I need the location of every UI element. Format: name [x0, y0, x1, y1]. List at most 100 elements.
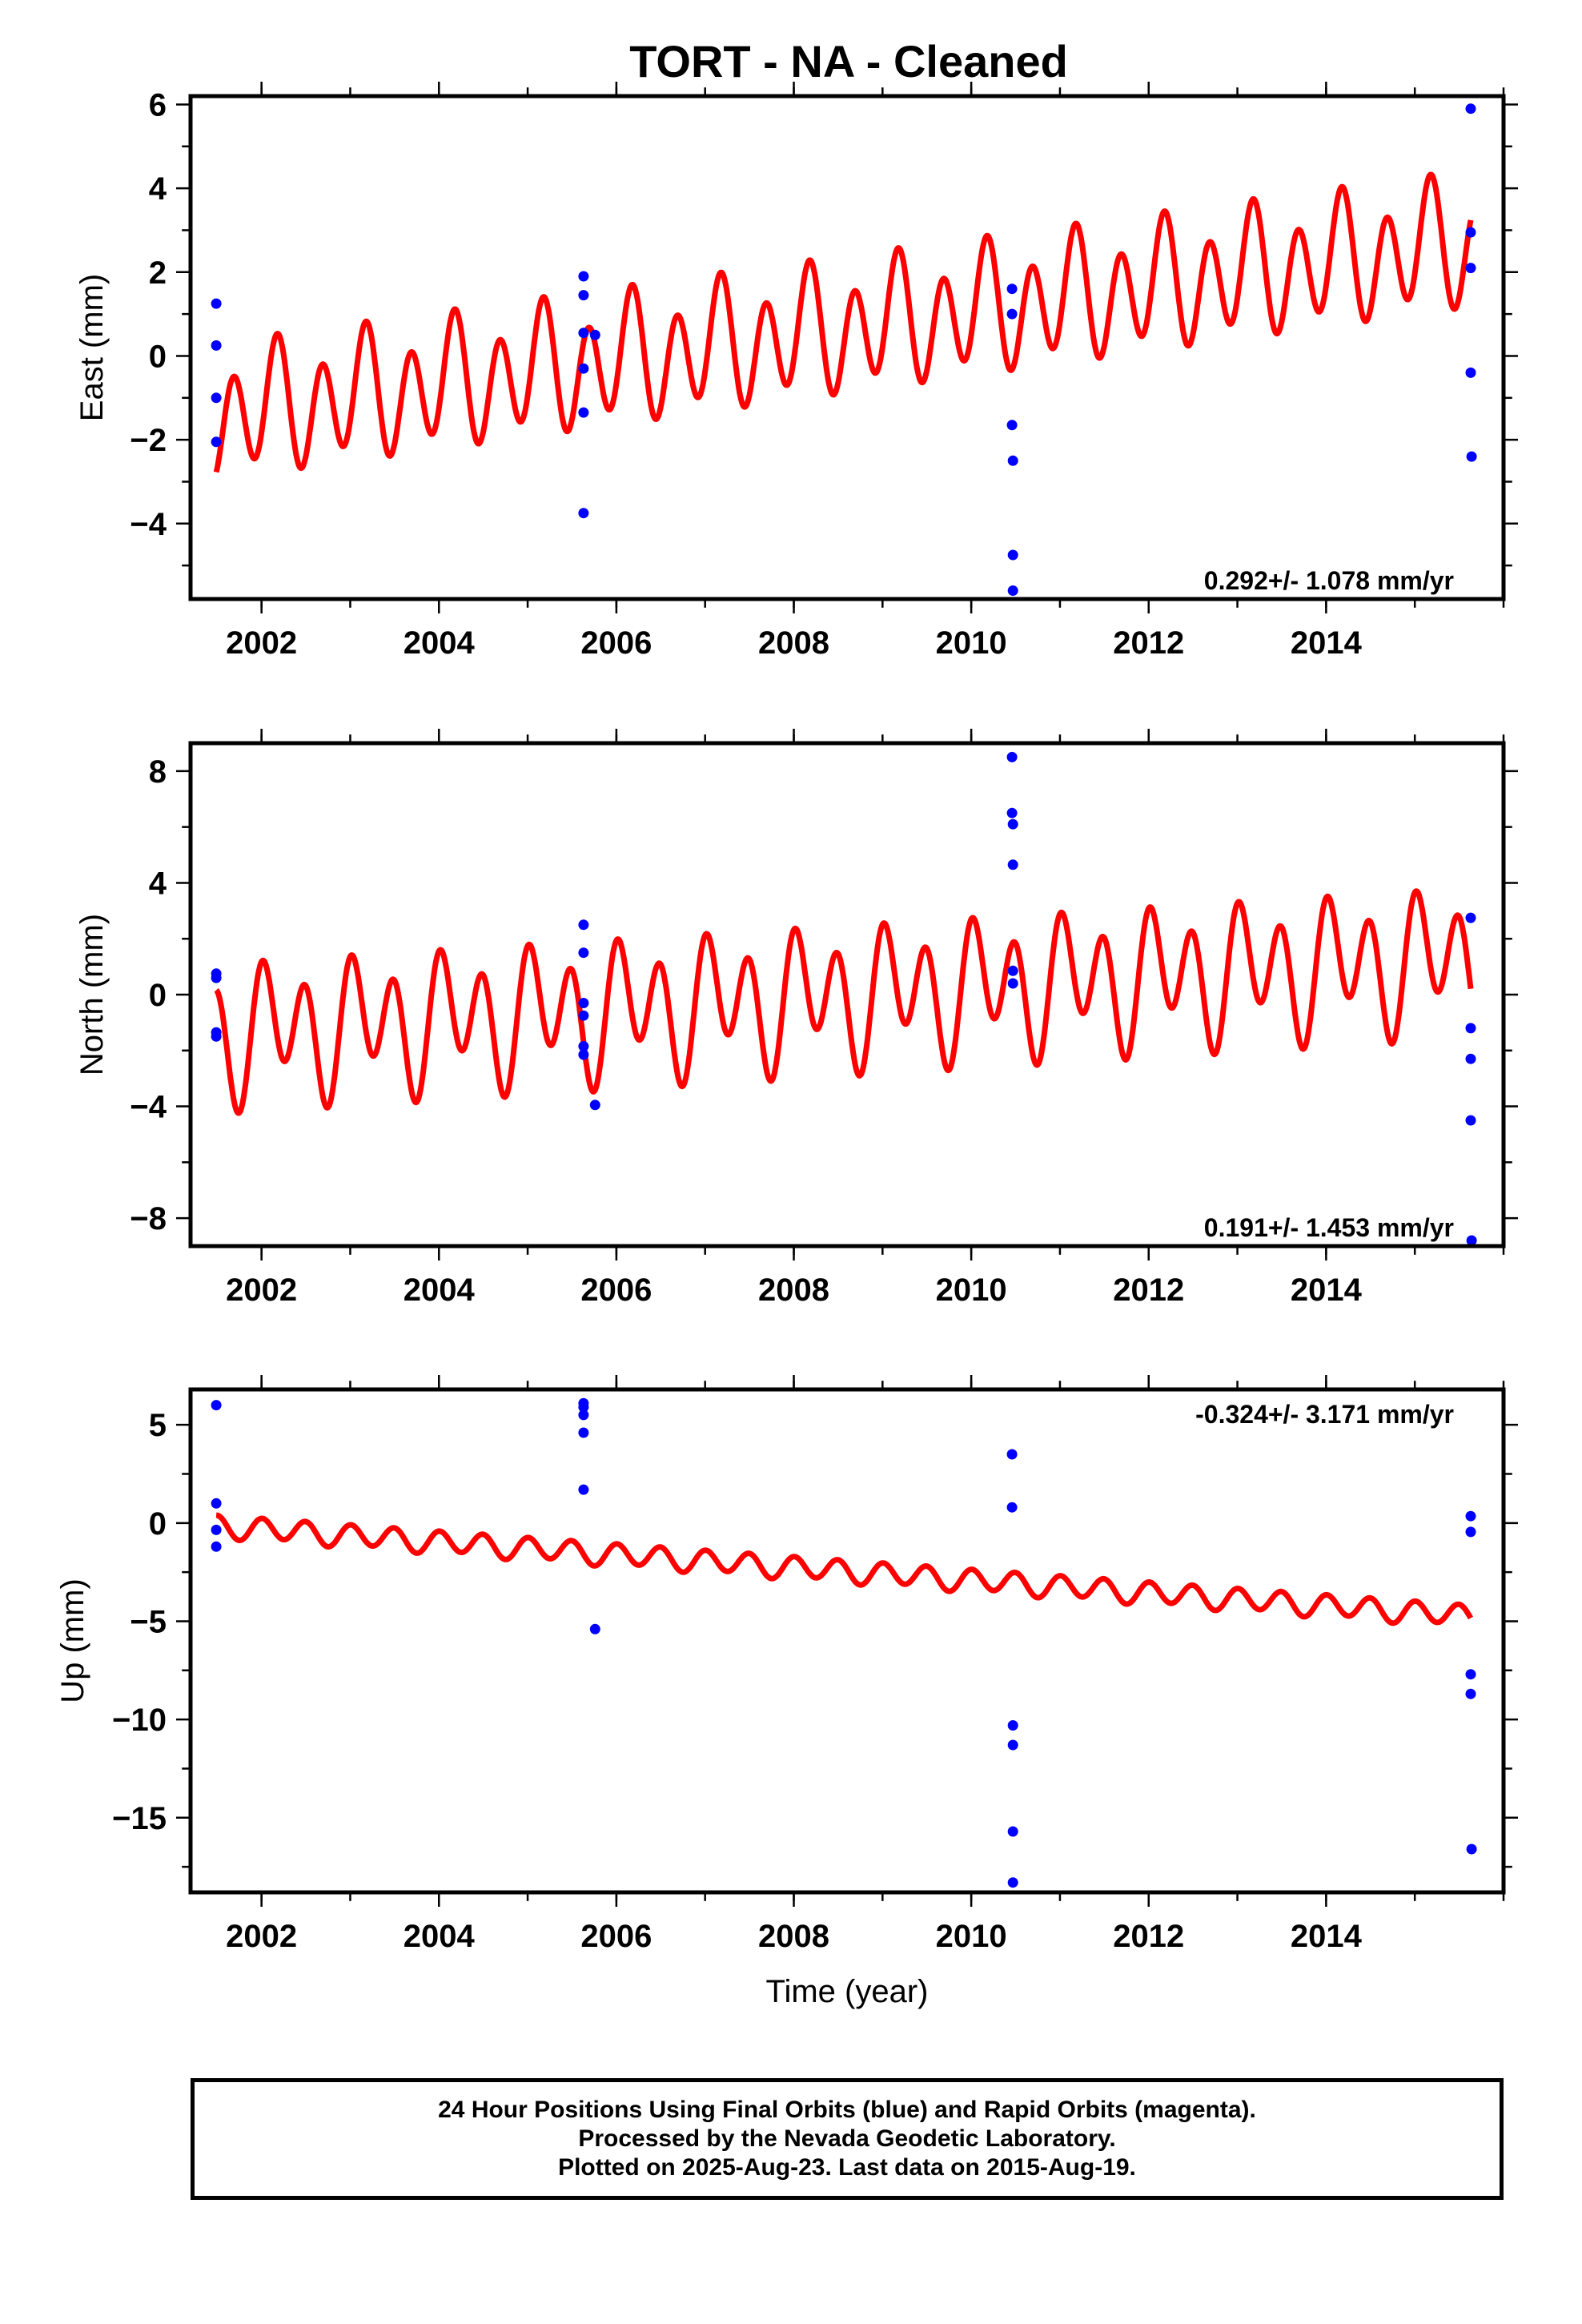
- north-data-point: [578, 1049, 589, 1060]
- north-y-tick-label: −4: [130, 1090, 167, 1125]
- north-velocity-label: 0.191+/- 1.453 mm/yr: [1204, 1213, 1454, 1242]
- north-data-point: [211, 1031, 222, 1042]
- east-data-point: [211, 392, 222, 404]
- north-x-tick-label: 2012: [1113, 1273, 1184, 1308]
- footer-line-plotted: Plotted on 2025-Aug-23. Last data on 201…: [558, 2154, 1136, 2181]
- footer-line-orbits: 24 Hour Positions Using Final Orbits (bl…: [438, 2097, 1256, 2123]
- north-data-point: [578, 1010, 589, 1021]
- north-x-tick-label: 2010: [936, 1273, 1007, 1308]
- north-data-point: [578, 998, 589, 1008]
- up-data-point: [1465, 1688, 1476, 1699]
- east-data-point: [1465, 263, 1476, 274]
- north-y-tick-label: 0: [149, 978, 167, 1013]
- panel-east: 2002 2004 2006 2008 2010 2012 2014 −4 −2 0 2 4 6 East…: [74, 82, 1518, 661]
- north-data-point: [589, 1100, 600, 1111]
- north-data-point: [1007, 978, 1018, 989]
- east-data-point: [1007, 455, 1018, 466]
- north-x-tick-label: 2004: [404, 1273, 476, 1308]
- north-data-point: [211, 972, 222, 983]
- up-x-tick-label: 2002: [226, 1919, 297, 1954]
- north-data-point: [578, 919, 589, 931]
- north-data-point: [578, 947, 589, 959]
- up-data-point: [1465, 1510, 1476, 1522]
- up-y-tick-label: −5: [130, 1604, 167, 1639]
- east-velocity-label: 0.292+/- 1.078 mm/yr: [1204, 566, 1454, 595]
- up-plot-frame: [188, 1387, 1506, 1895]
- east-y-tick-label: 0: [149, 339, 167, 374]
- chart-title: TORT - NA - Cleaned: [629, 36, 1068, 86]
- up-data-point: [1006, 1449, 1018, 1460]
- up-data-point: [211, 1498, 222, 1509]
- up-data-point: [1007, 1720, 1018, 1731]
- east-y-tick-label: 2: [149, 255, 167, 291]
- east-x-tick-label: 2014: [1291, 625, 1363, 661]
- east-data-point: [578, 328, 589, 339]
- north-x-tick-label: 2008: [758, 1273, 829, 1308]
- north-data-point: [1465, 1023, 1476, 1034]
- up-y-axis-label: Up (mm): [55, 1578, 90, 1703]
- up-y-tick-label: 0: [149, 1506, 167, 1542]
- north-data-point: [1007, 859, 1018, 870]
- footer-line-processed: Processed by the Nevada Geodetic Laborat…: [578, 2125, 1116, 2152]
- east-data-point: [1006, 308, 1018, 320]
- north-model-curve: [214, 888, 1474, 1116]
- east-data-point: [578, 290, 589, 301]
- north-y-tick-label: −8: [130, 1201, 167, 1236]
- north-data-point: [1006, 751, 1018, 762]
- up-data-point: [578, 1401, 589, 1413]
- east-model-curve: [213, 171, 1474, 473]
- footer-box: 24 Hour Positions Using Final Orbits (bl…: [191, 2078, 1504, 2200]
- up-x-tick-label: 2006: [580, 1919, 652, 1954]
- up-data-point: [1465, 1669, 1476, 1680]
- east-y-tick-label: 4: [149, 171, 167, 207]
- up-x-tick-label: 2010: [936, 1919, 1007, 1954]
- up-data-point: [211, 1524, 222, 1535]
- east-y-tick-label: −2: [130, 423, 167, 458]
- panels: 2002 2004 2006 2008 2010 2012 2014 −4 −2 0 2 4 6 East…: [55, 82, 1518, 2009]
- east-y-axis-label: East (mm): [74, 274, 110, 421]
- up-y-tick-label: −10: [112, 1703, 167, 1738]
- east-data-point: [211, 436, 222, 448]
- north-y-tick-label: 4: [149, 866, 167, 901]
- east-data-point: [1007, 585, 1018, 596]
- east-data-point: [578, 407, 589, 418]
- up-x-axis-label: Time (year): [766, 1974, 929, 2009]
- east-data-point: [1006, 283, 1018, 295]
- up-x-tick-label: 2008: [758, 1919, 829, 1954]
- up-data-point: [211, 1541, 222, 1552]
- up-data-point: [1465, 1526, 1476, 1538]
- up-data-point: [1006, 1502, 1018, 1513]
- east-x-tick-label: 2008: [758, 625, 829, 661]
- east-data-point: [589, 329, 600, 340]
- up-data-point: [1007, 1826, 1018, 1837]
- panel-up: 2002 2004 2006 2008 2010 2012 2014 −15 −10 −5 0 5 Up…: [55, 1375, 1518, 2009]
- east-data-point: [211, 298, 222, 309]
- up-velocity-label: -0.324+/- 3.171 mm/yr: [1195, 1400, 1454, 1429]
- east-data-point: [1465, 103, 1476, 115]
- east-x-tick-label: 2002: [226, 625, 297, 661]
- north-data-point: [1465, 912, 1476, 923]
- north-data-point: [1007, 818, 1018, 830]
- east-x-tick-label: 2004: [404, 625, 476, 661]
- north-data-point: [1006, 807, 1018, 818]
- north-x-tick-label: 2002: [226, 1273, 297, 1308]
- up-x-tick-label: 2012: [1113, 1919, 1184, 1954]
- up-x-tick-label: 2004: [404, 1919, 476, 1954]
- east-plot-frame: [188, 94, 1506, 601]
- north-data-point: [1465, 1053, 1476, 1064]
- north-data-point: [1007, 965, 1018, 976]
- up-x-tick-label: 2014: [1291, 1919, 1363, 1954]
- up-data-point: [211, 1400, 222, 1411]
- north-data-point: [1465, 1115, 1476, 1126]
- east-x-tick-label: 2012: [1113, 625, 1184, 661]
- north-y-axis-label: North (mm): [74, 914, 110, 1076]
- north-data-point: [578, 1041, 589, 1051]
- up-y-tick-label: 5: [149, 1408, 167, 1443]
- east-data-point: [578, 271, 589, 282]
- up-y-tick-label: −15: [112, 1801, 167, 1836]
- north-y-tick-label: 8: [149, 754, 167, 790]
- up-data-point: [1007, 1739, 1018, 1751]
- east-data-point: [1006, 420, 1018, 431]
- east-data-point: [1465, 367, 1476, 378]
